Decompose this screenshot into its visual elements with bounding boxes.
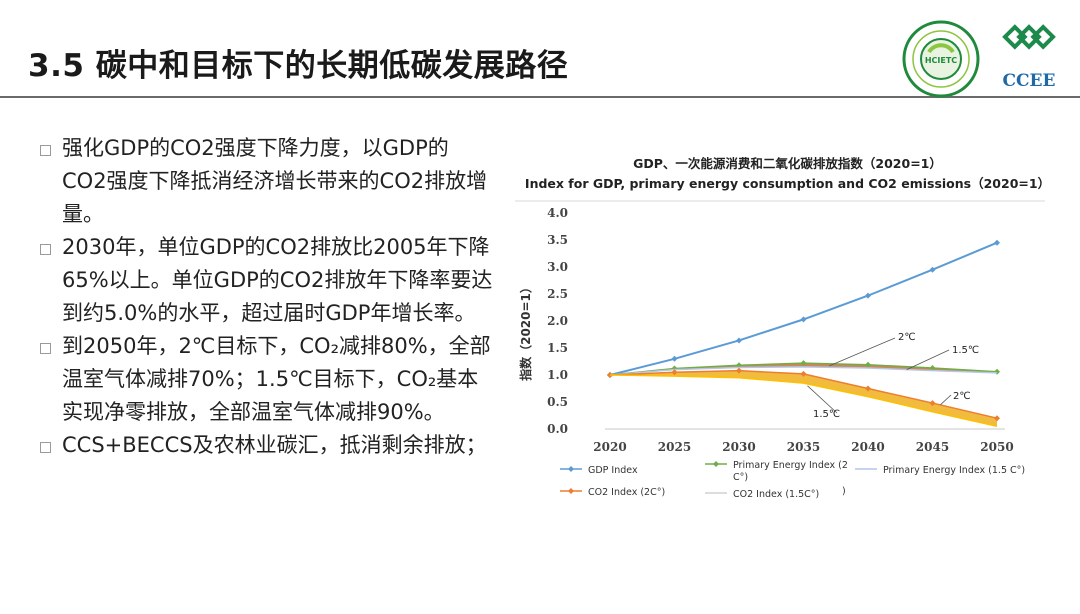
bullet-item: CCS+BECCS及农林业碳汇，抵消剩余排放； [38, 429, 493, 462]
x-tick-label: 2035 [787, 440, 820, 454]
annotation-leader [906, 349, 950, 370]
chart-subtitle: Index for GDP, primary energy consumptio… [524, 176, 1051, 191]
annotation-label: 2℃ [953, 391, 971, 402]
bullet-text: 强化GDP的CO2强度下降力度，以GDP的CO2强度下降抵消经济增长带来的CO2… [62, 136, 488, 226]
annotation-leader [829, 337, 896, 367]
legend-gdp-label: GDP Index [588, 465, 638, 476]
x-tick-label: 2045 [916, 440, 949, 454]
data-point [929, 266, 936, 273]
annotation-label: 1.5℃ [952, 345, 979, 356]
bullet-marker [40, 442, 51, 453]
data-point [736, 337, 742, 344]
y-axis-label: 指数（2020=1） [518, 281, 533, 381]
x-tick-label: 2025 [658, 440, 691, 454]
legend-pe2-label: Primary Energy Index (2 [733, 460, 848, 471]
legend-stray-paren: ) [842, 486, 846, 497]
y-tick-label: 1.5 [547, 341, 568, 355]
y-tick-label: 4.0 [547, 206, 568, 220]
x-tick-label: 2050 [980, 440, 1013, 454]
bullet-marker [40, 244, 51, 255]
slide-title: 3.5 碳中和目标下的长期低碳发展路径 [28, 48, 569, 84]
ccee-logo: CCEE [1002, 24, 1056, 91]
chart-title: GDP、一次能源消费和二氧化碳排放指数（2020=1） [633, 156, 942, 171]
bullet-text: 到2050年，2℃目标下，CO₂减排80%，全部温室气体减排70%；1.5℃目标… [62, 334, 491, 424]
y-tick-label: 3.0 [547, 260, 568, 274]
data-point [671, 365, 678, 372]
data-point [929, 400, 936, 407]
legend-co2-2-marker [568, 488, 574, 494]
data-point [994, 239, 1000, 246]
data-point [994, 415, 1000, 422]
co2-pathway-band [610, 370, 997, 427]
y-tick-label: 0.0 [547, 422, 568, 436]
data-point [865, 361, 871, 368]
y-tick-label: 2.5 [547, 287, 568, 301]
y-tick-label: 3.5 [547, 233, 568, 247]
legend-co2-2-label: CO2 Index (2C°) [588, 487, 665, 498]
bullet-item: 2030年，单位GDP的CO2排放比2005年下降65%以上。单位GDP的CO2… [38, 231, 493, 330]
bullet-item: 到2050年，2℃目标下，CO₂减排80%，全部温室气体减排70%；1.5℃目标… [38, 330, 493, 429]
bullet-list: 强化GDP的CO2强度下降力度，以GDP的CO2强度下降抵消经济增长带来的CO2… [38, 132, 493, 462]
y-tick-label: 0.5 [547, 395, 568, 409]
svg-text:CCEE: CCEE [1003, 71, 1056, 91]
x-tick-label: 2040 [851, 440, 884, 454]
data-point [865, 385, 871, 392]
y-tick-label: 1.0 [547, 368, 568, 382]
series-line [609, 374, 998, 428]
legend-pe2-marker [713, 461, 719, 467]
data-point [671, 369, 678, 376]
legend-pe2-label-cont: C°) [733, 472, 748, 483]
data-point [800, 316, 807, 323]
series-line [609, 241, 998, 376]
x-tick-label: 2030 [722, 440, 755, 454]
data-point [736, 367, 742, 374]
bullet-text: CCS+BECCS及农林业碳汇，抵消剩余排放； [62, 433, 487, 457]
bullet-text: 2030年，单位GDP的CO2排放比2005年下降65%以上。单位GDP的CO2… [62, 235, 493, 325]
annotation-leader [940, 394, 952, 405]
annotation-leader [807, 385, 838, 414]
index-line-chart: 0.0 0.5 1.0 1.5 2.0 2.5 3.0 3.5 4.0 2020 2025 2030 2… [515, 200, 1045, 500]
title-divider [0, 96, 1080, 98]
annotation-label: 2℃ [898, 332, 916, 343]
legend-gdp-marker [568, 466, 574, 472]
data-point [800, 370, 807, 377]
bullet-marker [40, 343, 51, 354]
data-point [671, 355, 678, 362]
y-tick-label: 2.0 [547, 314, 568, 328]
legend-co2-15-label: CO2 Index (1.5C°) [733, 489, 819, 500]
data-point [929, 364, 936, 371]
legend-pe15-label: Primary Energy Index (1.5 C°) [883, 465, 1025, 476]
x-tick-label: 2020 [593, 440, 626, 454]
annotation-label: 1.5℃ [813, 409, 840, 420]
data-point [994, 368, 1000, 375]
hcietc-logo: HCIETC [902, 20, 980, 98]
data-point [800, 360, 807, 367]
data-point [865, 292, 871, 299]
bullet-item: 强化GDP的CO2强度下降力度，以GDP的CO2强度下降抵消经济增长带来的CO2… [38, 132, 493, 231]
svg-text:HCIETC: HCIETC [925, 56, 957, 65]
bullet-marker [40, 145, 51, 156]
